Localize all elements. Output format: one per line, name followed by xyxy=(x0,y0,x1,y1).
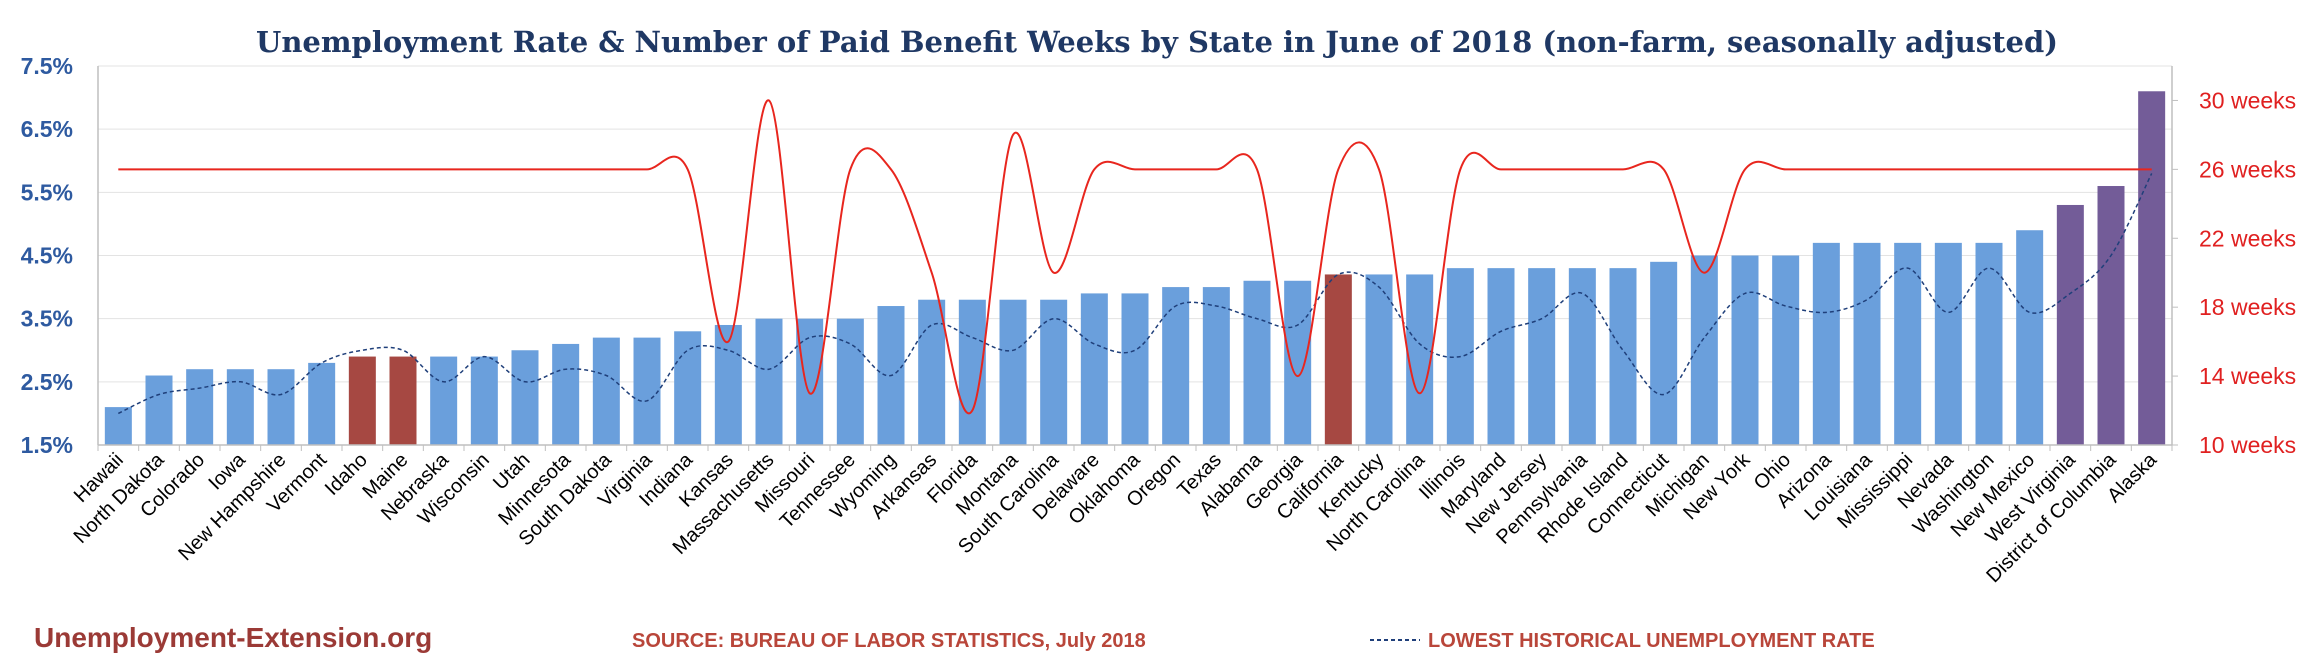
bar xyxy=(1894,242,1922,445)
y-tick-label-left: 4.5% xyxy=(21,243,73,269)
bar xyxy=(1040,299,1068,445)
bar xyxy=(1528,268,1556,445)
y-tick-label-right: 26 weeks xyxy=(2199,156,2296,182)
bar xyxy=(1568,268,1596,445)
bar xyxy=(1731,255,1759,445)
bar xyxy=(145,375,173,445)
y-tick-label-right: 22 weeks xyxy=(2199,225,2296,251)
bar xyxy=(918,299,946,445)
bar xyxy=(430,356,458,445)
series-line-lowest-historical xyxy=(117,173,2153,415)
bar xyxy=(1609,268,1637,445)
y-tick-label-left: 5.5% xyxy=(21,179,73,205)
bar xyxy=(796,318,824,445)
bar xyxy=(1121,293,1149,445)
bar xyxy=(1487,268,1515,445)
y-tick-label-left: 7.5% xyxy=(21,53,73,79)
y-tick-label-left: 6.5% xyxy=(21,116,73,142)
bar xyxy=(1080,293,1108,445)
bar xyxy=(226,369,254,445)
bar xyxy=(1284,280,1312,445)
brand-logo-text: Unemployment-Extension.org xyxy=(34,622,432,653)
legend: LOWEST HISTORICAL UNEMPLOYMENT RATE xyxy=(1370,630,1875,652)
y-axis-left-ticks: 1.5% 2.5% 3.5% 4.5% 5.5% 6.5% 7.5% xyxy=(21,53,73,458)
bar xyxy=(348,356,376,445)
y-tick-label-right: 18 weeks xyxy=(2199,294,2296,320)
series-line-benefit-weeks xyxy=(118,99,2152,415)
chart-title: Unemployment Rate & Number of Paid Benef… xyxy=(256,25,2058,59)
bar xyxy=(755,318,783,445)
bar xyxy=(2097,186,2125,445)
bar xyxy=(1162,287,1190,445)
bar xyxy=(1324,274,1352,445)
bar xyxy=(389,356,417,445)
bar xyxy=(836,318,864,445)
bar xyxy=(2138,91,2166,446)
bar xyxy=(552,343,580,445)
bar xyxy=(1934,242,1962,445)
bar xyxy=(2016,230,2044,445)
bar xyxy=(1812,242,1840,445)
bar xyxy=(1650,261,1678,445)
y-tick-label-right: 14 weeks xyxy=(2199,363,2296,389)
y-tick-label-left: 1.5% xyxy=(21,432,73,458)
bar xyxy=(674,331,702,445)
y-tick-label-right: 10 weeks xyxy=(2199,432,2296,458)
y-axis-right-ticks: 10 weeks 14 weeks 18 weeks 22 weeks 26 weeks… xyxy=(2172,87,2296,458)
bar xyxy=(1975,242,2003,445)
bar xyxy=(267,369,295,445)
bar xyxy=(999,299,1027,445)
bar xyxy=(1243,280,1271,445)
y-tick-label-left: 2.5% xyxy=(21,369,73,395)
y-tick-label-right: 30 weeks xyxy=(2199,87,2296,113)
bar xyxy=(1202,287,1230,445)
bars xyxy=(104,91,2166,446)
bar xyxy=(1690,255,1718,445)
bar xyxy=(1365,274,1393,445)
bar xyxy=(714,324,742,445)
bar xyxy=(1772,255,1800,445)
source-note: SOURCE: BUREAU OF LABOR STATISTICS, July… xyxy=(632,630,1146,652)
bar xyxy=(470,356,498,445)
bar xyxy=(308,362,336,445)
legend-label: LOWEST HISTORICAL UNEMPLOYMENT RATE xyxy=(1428,630,1875,652)
bar xyxy=(1853,242,1881,445)
axes xyxy=(97,66,2173,451)
series-lines xyxy=(117,99,2153,415)
bar xyxy=(633,337,661,445)
y-tick-label-left: 3.5% xyxy=(21,306,73,332)
bar xyxy=(592,337,620,445)
bar xyxy=(186,369,214,445)
bar xyxy=(511,350,539,445)
bar xyxy=(1406,274,1434,445)
bar xyxy=(2056,204,2084,445)
